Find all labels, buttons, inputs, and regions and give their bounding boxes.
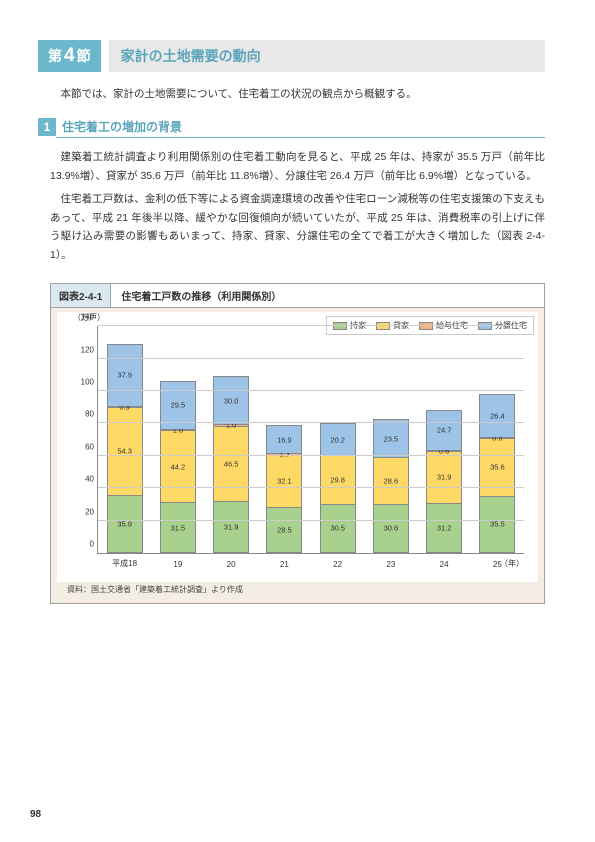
bar-segment-kyuyo: 0.5 <box>479 437 515 438</box>
x-tick-label: 22 <box>333 560 342 569</box>
bar-value-label: 28.5 <box>277 526 292 535</box>
subsection-num: 1 <box>38 118 56 136</box>
plot-area: 35.954.30.937.9平成1831.544.21.029.51931.9… <box>97 326 524 554</box>
x-tick-label: 24 <box>440 560 449 569</box>
badge-post: 節 <box>77 46 91 66</box>
gridline <box>98 358 524 359</box>
gridline <box>98 487 524 488</box>
bar-value-label: 29.5 <box>171 401 186 410</box>
subsection-title: 住宅着工の増加の背景 <box>56 116 545 138</box>
bar-segment-kashi: 29.8 <box>320 455 356 503</box>
bar-segment-mochi: 30.5 <box>320 504 356 553</box>
gridline <box>98 422 524 423</box>
y-tick-label: 80 <box>70 410 94 419</box>
x-tick-label: 平成18 <box>112 558 137 569</box>
bar-value-label: 37.9 <box>117 371 132 380</box>
bar-segment-kyuyo: 1.0 <box>160 429 196 431</box>
figure-id: 図表2-4-1 <box>51 284 111 307</box>
chart-area: （万戸） 持家貸家給与住宅分譲住宅 35.954.30.937.9平成1831.… <box>57 312 538 582</box>
y-tick-label: 120 <box>70 345 94 354</box>
x-tick-label: 19 <box>173 560 182 569</box>
bar-value-label: 35.5 <box>490 520 505 529</box>
x-tick-label: 20 <box>227 560 236 569</box>
bar-segment-kashi: 28.6 <box>373 457 409 503</box>
bar-value-label: 23.5 <box>384 434 399 443</box>
bar-segment-mochi: 30.6 <box>373 504 409 554</box>
y-tick-label: 100 <box>70 378 94 387</box>
bar-value-label: 31.5 <box>171 523 186 532</box>
bar-value-label: 32.1 <box>277 477 292 486</box>
bar-segment-bunjo: 30.0 <box>213 376 249 425</box>
x-tick-label: 23 <box>386 560 395 569</box>
bar-segment-kyuyo: 0.9 <box>107 406 143 407</box>
bar-segment-kashi: 46.5 <box>213 426 249 501</box>
bar-segment-kyuyo: 0.6 <box>426 450 462 451</box>
badge-pre: 第 <box>48 46 62 66</box>
figure-source: 資料：国土交通省「建築着工統計調査」より作成 <box>57 582 538 599</box>
bar-value-label: 24.7 <box>437 426 452 435</box>
bar-segment-mochi: 35.9 <box>107 495 143 553</box>
intro-text: 本節では、家計の土地需要について、住宅着工の状況の観点から概観する。 <box>50 86 545 104</box>
bar-segment-kashi: 32.1 <box>266 455 302 507</box>
bar-value-label: 35.9 <box>117 520 132 529</box>
bar-value-label: 26.4 <box>490 412 505 421</box>
gridline <box>98 455 524 456</box>
bar-value-label: 16.9 <box>277 435 292 444</box>
bar-segment-kashi: 44.2 <box>160 430 196 502</box>
figure-title: 住宅着工戸数の推移（利用関係別） <box>111 284 544 307</box>
bar-value-label: 30.5 <box>330 524 345 533</box>
bar-segment-mochi: 28.5 <box>266 507 302 553</box>
y-tick-label: 20 <box>70 507 94 516</box>
bar-segment-bunjo: 20.2 <box>320 423 356 456</box>
bar-segment-bunjo: 37.9 <box>107 344 143 405</box>
figure-box: 図表2-4-1 住宅着工戸数の推移（利用関係別） （万戸） 持家貸家給与住宅分譲… <box>50 283 545 604</box>
paragraph-2: 住宅着工戸数は、金利の低下等による資金調達環境の改善や住宅ローン減税等の住宅支援… <box>50 190 545 266</box>
bar-segment-bunjo: 26.4 <box>479 394 515 437</box>
subsection-header: 1 住宅着工の増加の背景 <box>38 116 545 138</box>
y-tick-label: 140 <box>70 313 94 322</box>
bar-segment-mochi: 31.9 <box>213 501 249 553</box>
gridline <box>98 520 524 521</box>
paragraph-1: 建築着工統計調査より利用関係別の住宅着工動向を見ると、平成 25 年は、持家が … <box>50 148 545 186</box>
bar-segment-bunjo: 23.5 <box>373 419 409 457</box>
section-badge: 第 4 節 <box>38 40 101 72</box>
bar-value-label: 30.0 <box>224 396 239 405</box>
bar-value-label: 46.5 <box>224 460 239 469</box>
bar-value-label: 29.8 <box>330 476 345 485</box>
bar-value-label: 31.9 <box>224 523 239 532</box>
bar-segment-mochi: 31.2 <box>426 503 462 554</box>
y-tick-label: 0 <box>70 540 94 549</box>
gridline <box>98 390 524 391</box>
y-tick-label: 40 <box>70 475 94 484</box>
bar-value-label: 28.6 <box>384 476 399 485</box>
y-tick-label: 60 <box>70 442 94 451</box>
bar-value-label: 31.9 <box>437 473 452 482</box>
badge-num: 4 <box>62 45 77 67</box>
bar-value-label: 44.2 <box>171 462 186 471</box>
bar-value-label: 30.6 <box>384 524 399 533</box>
gridline <box>98 325 524 326</box>
bar-segment-mochi: 35.5 <box>479 496 515 554</box>
bar-segment-kashi: 54.3 <box>107 407 143 495</box>
bar-segment-mochi: 31.5 <box>160 502 196 553</box>
bar-segment-bunjo: 24.7 <box>426 410 462 450</box>
x-tick-label: 21 <box>280 560 289 569</box>
bar-segment-kashi: 31.9 <box>426 451 462 503</box>
page-number: 98 <box>30 809 41 820</box>
bar-value-label: 31.2 <box>437 523 452 532</box>
figure-header: 図表2-4-1 住宅着工戸数の推移（利用関係別） <box>51 284 544 308</box>
section-header: 第 4 節 家計の土地需要の動向 <box>38 40 545 72</box>
x-axis-unit: （年） <box>500 558 524 569</box>
bar-segment-kyuyo: 1.0 <box>213 424 249 426</box>
bar-segment-bunjo: 16.9 <box>266 425 302 452</box>
section-title: 家計の土地需要の動向 <box>109 40 545 72</box>
bar-value-label: 35.6 <box>490 463 505 472</box>
bar-value-label: 20.2 <box>330 435 345 444</box>
